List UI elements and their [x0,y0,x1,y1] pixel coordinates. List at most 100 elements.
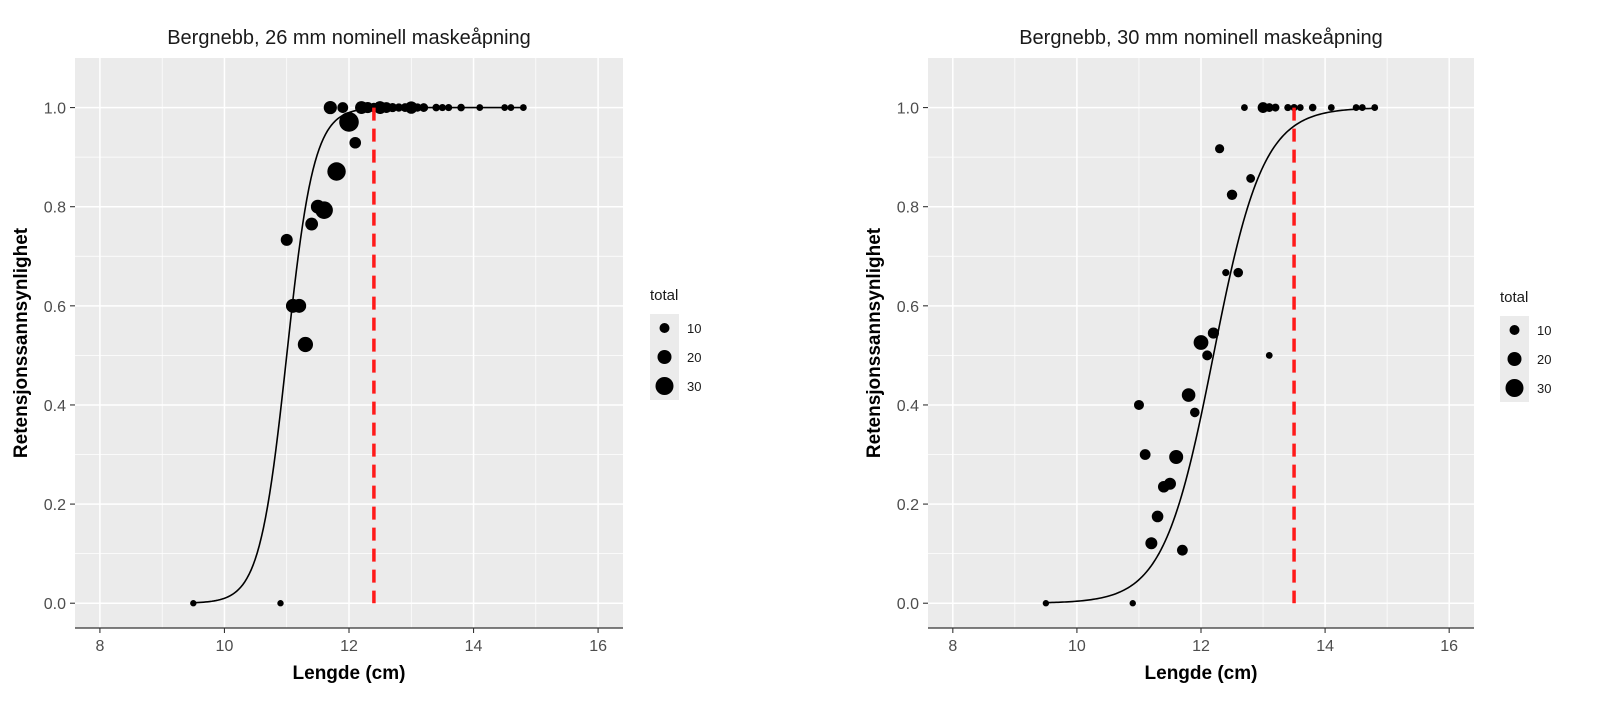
legend-label: 10 [687,321,701,336]
data-point [1226,189,1238,200]
x-axis-title: Lengde (cm) [1145,663,1258,684]
data-point [280,233,293,246]
data-point [405,101,418,114]
data-point [501,104,509,111]
data-point [1222,269,1230,277]
legend-key-circle [1507,352,1522,366]
data-point [277,600,284,607]
y-tick-label: 0.6 [44,299,66,316]
data-point [349,136,362,149]
data-point [1371,104,1379,111]
data-point [190,600,197,607]
data-point [1241,104,1248,111]
y-axis-title: Retensjonssannsynlighet [864,227,885,458]
x-tick-label: 12 [340,638,358,655]
data-point [445,103,453,112]
data-point [1145,537,1158,550]
data-point [1284,103,1292,112]
data-point [519,104,527,111]
x-axis-title: Lengde (cm) [293,663,406,684]
data-point [1352,104,1360,111]
data-point [1189,407,1200,418]
data-point [339,112,359,132]
y-tick-label: 0.4 [897,398,919,415]
y-tick-label: 1.0 [897,101,919,118]
data-point [1265,351,1273,359]
data-point [1271,103,1280,112]
x-tick-label: 10 [1068,638,1086,655]
y-tick-label: 0.8 [897,200,919,217]
data-point [1129,600,1136,607]
y-tick-label: 0.0 [44,596,66,613]
data-point [305,217,319,231]
data-point [432,103,440,112]
chart-title: Bergnebb, 30 mm nominell maskeåpning [1019,27,1383,49]
data-point [1207,327,1220,339]
data-point [315,201,333,219]
data-point [1202,350,1213,361]
data-point [413,103,422,112]
data-point [1308,103,1317,112]
fitted-curve [1045,107,1375,604]
data-point [1181,388,1196,402]
data-point [1042,600,1050,607]
legend-label: 20 [687,350,701,365]
y-tick-label: 0.4 [44,398,66,415]
data-point [1151,510,1164,523]
y-axis-title: Retensjonssannsynlighet [11,227,32,458]
legend-label: 30 [687,379,701,394]
legend-key-circle [659,323,670,333]
legend-label: 30 [1537,381,1551,396]
data-point [1193,335,1209,350]
data-point [297,336,314,353]
x-tick-label: 8 [948,638,957,655]
legend-key-circle [1509,325,1520,335]
legend-key-circle [657,350,672,364]
data-point [323,100,337,115]
data-point [1257,102,1269,113]
chart-panel-2: 8 10 12 14 16 0.0 0.2 0.4 0.6 0.8 1.0 Bergnebb, 30 … [864,27,1474,684]
data-point [327,162,346,181]
data-point [1296,104,1304,111]
y-tick-label: 0.8 [44,200,66,217]
x-tick-label: 12 [1192,638,1210,655]
legend-title: total [1500,289,1528,306]
data-point [438,103,447,112]
data-point [1264,103,1274,112]
x-tick-label: 8 [95,638,104,655]
legend-1: total 10 20 30 [650,287,701,400]
chart-title: Bergnebb, 26 mm nominell maskeåpning [167,27,531,49]
legend-label: 20 [1537,352,1551,367]
data-point [1169,450,1184,464]
data-point [1215,144,1225,154]
data-point [1233,267,1244,278]
legend-key-circle [655,377,674,395]
data-point [1139,449,1151,460]
y-tick-label: 0.0 [897,596,919,613]
chart-panel-1: 8 10 12 14 16 0.0 0.2 0.4 0.6 0.8 1.0 Bergnebb, 26 … [11,27,623,684]
legend-2: total 10 20 30 [1500,289,1551,402]
x-tick-label: 14 [1316,638,1334,655]
y-tick-label: 0.2 [44,497,66,514]
data-point [476,104,484,111]
data-point [419,103,429,112]
x-tick-label: 16 [1440,638,1458,655]
legend-label: 10 [1537,323,1551,338]
data-point [1246,174,1256,183]
data-point [394,103,404,112]
data-point [457,103,465,112]
data-point [387,102,398,113]
data-point [292,298,307,313]
x-tick-label: 14 [465,638,483,655]
data-point [507,104,515,111]
legend-key-circle [1505,379,1524,397]
data-point [1327,104,1335,111]
y-tick-label: 0.2 [897,497,919,514]
y-tick-label: 0.6 [897,299,919,316]
data-point [1176,544,1188,556]
data-point [337,102,349,113]
data-point [1163,477,1176,490]
x-tick-label: 10 [216,638,234,655]
